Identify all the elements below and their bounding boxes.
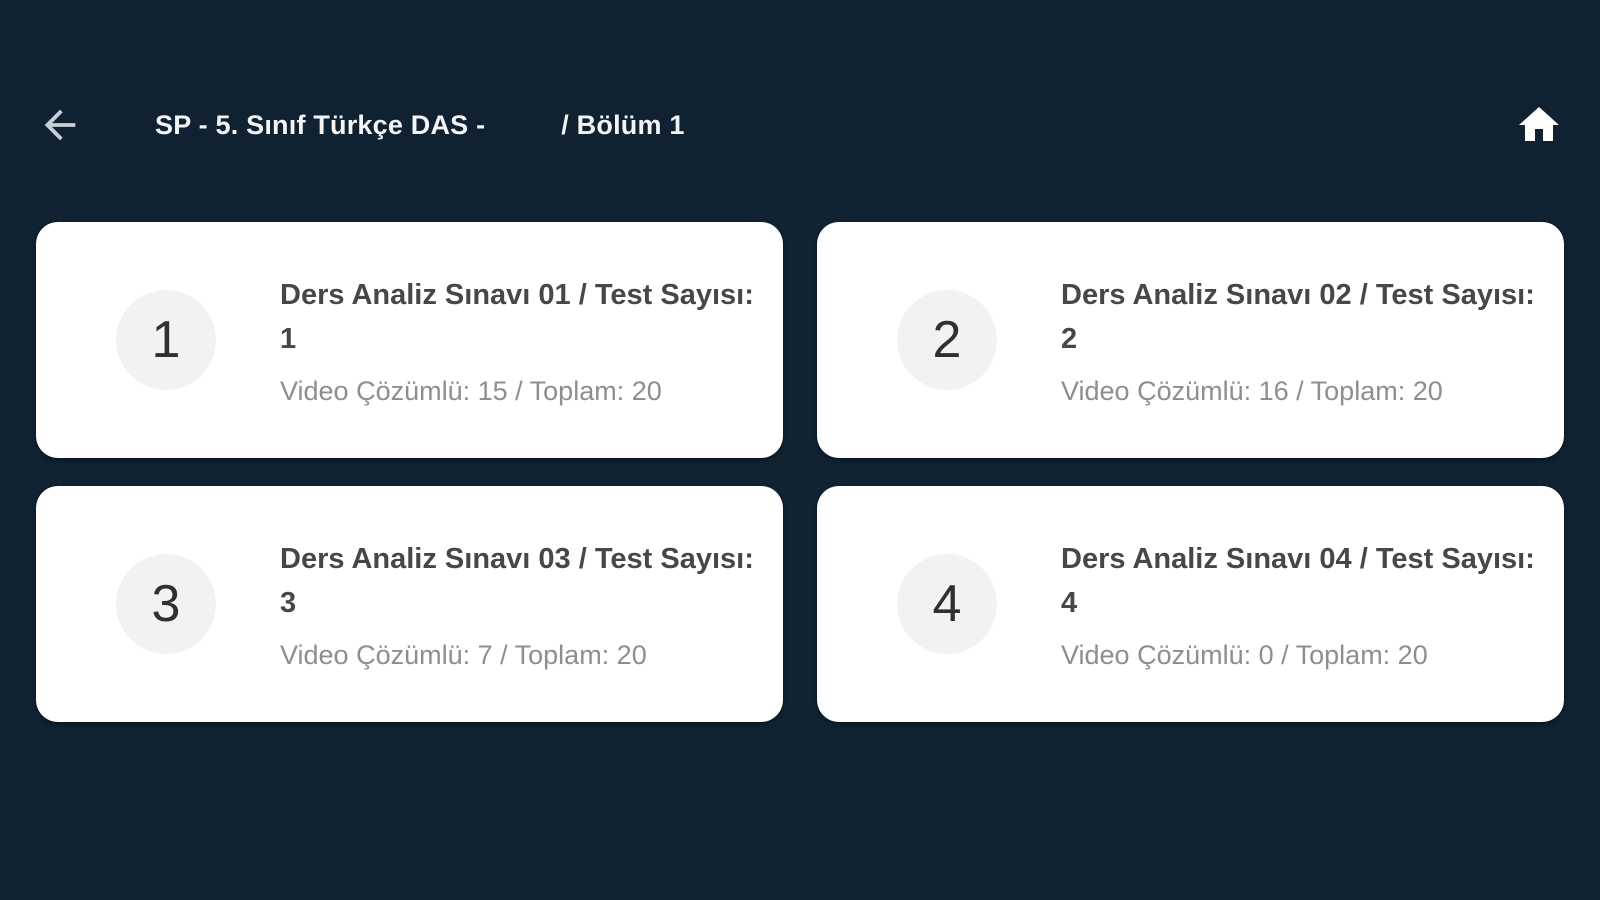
exam-title: Ders Analiz Sınavı 02 / Test Sayısı: 2 <box>1061 279 1551 355</box>
home-button[interactable] <box>1515 100 1563 150</box>
exam-number-badge: 4 <box>897 554 997 654</box>
exam-title: Ders Analiz Sınavı 04 / Test Sayısı: 4 <box>1061 543 1551 619</box>
exam-number: 2 <box>932 311 962 369</box>
exam-card-2[interactable]: 2 Ders Analiz Sınavı 02 / Test Sayısı: 2… <box>817 222 1564 458</box>
exam-card-4[interactable]: 4 Ders Analiz Sınavı 04 / Test Sayısı: 4… <box>817 486 1564 722</box>
exam-number-badge: 3 <box>116 554 216 654</box>
exam-card-text: Ders Analiz Sınavı 03 / Test Sayısı: 3 V… <box>280 537 755 671</box>
page-title: SP - 5. Sınıf Türkçe DAS - / Bölüm 1 <box>155 110 685 141</box>
app-bar: SP - 5. Sınıf Türkçe DAS - / Bölüm 1 <box>37 96 1563 154</box>
exam-card-3[interactable]: 3 Ders Analiz Sınavı 03 / Test Sayısı: 3… <box>36 486 783 722</box>
exam-number: 3 <box>151 575 181 633</box>
exam-stats: Video Çözümlü: 16 / Toplam: 20 <box>1061 376 1443 406</box>
section-title: / Bölüm 1 <box>561 109 685 140</box>
exam-number-badge: 1 <box>116 290 216 390</box>
back-button[interactable] <box>37 102 83 148</box>
exam-stats: Video Çözümlü: 7 / Toplam: 20 <box>280 640 647 670</box>
back-arrow-icon <box>37 102 83 148</box>
exam-title: Ders Analiz Sınavı 03 / Test Sayısı: 3 <box>280 543 770 619</box>
course-title: SP - 5. Sınıf Türkçe DAS - <box>155 109 486 140</box>
exam-number: 1 <box>151 311 181 369</box>
exam-card-1[interactable]: 1 Ders Analiz Sınavı 01 / Test Sayısı: 1… <box>36 222 783 458</box>
exam-number: 4 <box>932 575 962 633</box>
exam-card-text: Ders Analiz Sınavı 01 / Test Sayısı: 1 V… <box>280 273 755 407</box>
exam-card-text: Ders Analiz Sınavı 04 / Test Sayısı: 4 V… <box>1061 537 1536 671</box>
exam-number-badge: 2 <box>897 290 997 390</box>
exam-stats: Video Çözümlü: 0 / Toplam: 20 <box>1061 640 1428 670</box>
exam-card-text: Ders Analiz Sınavı 02 / Test Sayısı: 2 V… <box>1061 273 1536 407</box>
exam-title: Ders Analiz Sınavı 01 / Test Sayısı: 1 <box>280 279 770 355</box>
exam-stats: Video Çözümlü: 15 / Toplam: 20 <box>280 376 662 406</box>
exam-list: 1 Ders Analiz Sınavı 01 / Test Sayısı: 1… <box>36 222 1564 722</box>
home-icon <box>1515 100 1563 150</box>
